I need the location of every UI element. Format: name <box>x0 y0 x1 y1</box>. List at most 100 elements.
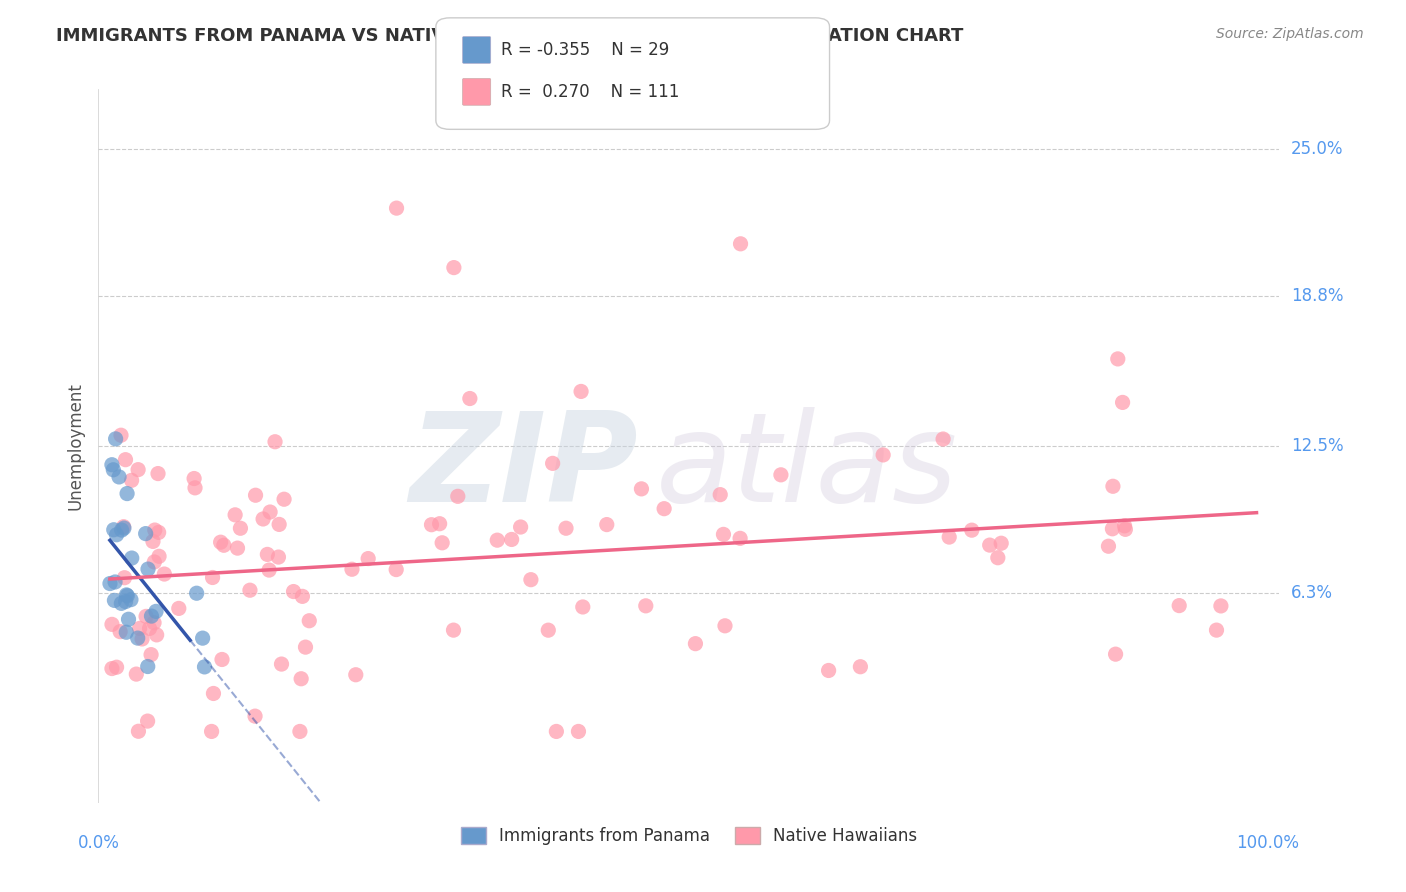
Text: 6.3%: 6.3% <box>1291 584 1333 602</box>
Native Hawaiians <box>167 601 190 615</box>
Immigrants from Panama <box>115 588 138 602</box>
Text: Source: ZipAtlas.com: Source: ZipAtlas.com <box>1216 27 1364 41</box>
Native Hawaiians <box>430 536 453 550</box>
Native Hawaiians <box>135 609 157 624</box>
Native Hawaiians <box>447 489 470 503</box>
Native Hawaiians <box>243 709 266 723</box>
Native Hawaiians <box>110 428 132 442</box>
Native Hawaiians <box>486 533 509 548</box>
Native Hawaiians <box>229 521 252 535</box>
Native Hawaiians <box>127 463 149 477</box>
Native Hawaiians <box>429 516 451 531</box>
Text: atlas: atlas <box>657 407 957 528</box>
Native Hawaiians <box>938 530 960 544</box>
Native Hawaiians <box>537 623 560 637</box>
Native Hawaiians <box>1114 519 1136 533</box>
Native Hawaiians <box>145 628 167 642</box>
Native Hawaiians <box>201 570 224 584</box>
Immigrants from Panama <box>114 594 136 608</box>
Native Hawaiians <box>932 432 955 446</box>
Immigrants from Panama <box>108 470 131 484</box>
Native Hawaiians <box>252 512 274 526</box>
Native Hawaiians <box>294 640 316 654</box>
Native Hawaiians <box>139 648 162 662</box>
Immigrants from Panama <box>141 609 163 624</box>
Native Hawaiians <box>713 527 735 541</box>
Native Hawaiians <box>291 590 314 604</box>
Immigrants from Panama <box>136 562 159 576</box>
Native Hawaiians <box>817 664 839 678</box>
Native Hawaiians <box>546 724 568 739</box>
Native Hawaiians <box>709 488 731 502</box>
Immigrants from Panama <box>115 486 138 500</box>
Native Hawaiians <box>267 550 290 565</box>
Native Hawaiians <box>290 672 312 686</box>
Native Hawaiians <box>714 619 737 633</box>
Immigrants from Panama <box>186 586 208 600</box>
Text: 100.0%: 100.0% <box>1236 834 1299 852</box>
Native Hawaiians <box>569 384 592 399</box>
Y-axis label: Unemployment: Unemployment <box>66 382 84 510</box>
Native Hawaiians <box>298 614 321 628</box>
Native Hawaiians <box>1168 599 1191 613</box>
Native Hawaiians <box>143 523 166 537</box>
Text: 18.8%: 18.8% <box>1291 287 1343 305</box>
Native Hawaiians <box>270 657 292 671</box>
Native Hawaiians <box>728 532 751 546</box>
Text: 25.0%: 25.0% <box>1291 140 1343 158</box>
Immigrants from Panama <box>103 463 125 477</box>
Native Hawaiians <box>283 584 305 599</box>
Immigrants from Panama <box>120 592 142 607</box>
Immigrants from Panama <box>135 526 157 541</box>
Native Hawaiians <box>1101 522 1123 536</box>
Native Hawaiians <box>1111 395 1133 409</box>
Native Hawaiians <box>769 467 792 482</box>
Native Hawaiians <box>121 473 143 487</box>
Native Hawaiians <box>105 660 128 674</box>
Native Hawaiians <box>420 517 443 532</box>
Native Hawaiians <box>256 548 278 562</box>
Native Hawaiians <box>987 550 1010 565</box>
Native Hawaiians <box>458 392 481 406</box>
Native Hawaiians <box>131 632 153 646</box>
Native Hawaiians <box>264 434 287 449</box>
Native Hawaiians <box>288 724 311 739</box>
Native Hawaiians <box>979 538 1001 552</box>
Native Hawaiians <box>685 637 707 651</box>
Immigrants from Panama <box>104 432 127 446</box>
Native Hawaiians <box>114 571 136 585</box>
Immigrants from Panama <box>111 523 134 537</box>
Immigrants from Panama <box>103 523 125 537</box>
Immigrants from Panama <box>105 527 128 541</box>
Native Hawaiians <box>596 517 619 532</box>
Native Hawaiians <box>108 624 131 639</box>
Native Hawaiians <box>200 724 222 739</box>
Native Hawaiians <box>1205 623 1227 637</box>
Native Hawaiians <box>112 519 135 533</box>
Immigrants from Panama <box>98 576 121 591</box>
Text: 0.0%: 0.0% <box>77 834 120 852</box>
Native Hawaiians <box>212 538 235 552</box>
Native Hawaiians <box>385 563 408 577</box>
Immigrants from Panama <box>115 625 138 640</box>
Native Hawaiians <box>183 471 205 485</box>
Native Hawaiians <box>273 492 295 507</box>
Native Hawaiians <box>872 448 894 462</box>
Immigrants from Panama <box>191 631 214 645</box>
Native Hawaiians <box>1097 539 1119 553</box>
Native Hawaiians <box>143 555 166 569</box>
Native Hawaiians <box>555 521 578 535</box>
Legend: Immigrants from Panama, Native Hawaiians: Immigrants from Panama, Native Hawaiians <box>454 820 924 852</box>
Native Hawaiians <box>340 562 363 576</box>
Native Hawaiians <box>541 456 564 470</box>
Native Hawaiians <box>224 508 246 522</box>
Native Hawaiians <box>184 481 207 495</box>
Native Hawaiians <box>127 724 149 739</box>
Native Hawaiians <box>509 520 531 534</box>
Immigrants from Panama <box>104 574 127 589</box>
Native Hawaiians <box>202 686 225 700</box>
Immigrants from Panama <box>145 604 167 618</box>
Native Hawaiians <box>960 523 983 537</box>
Native Hawaiians <box>1209 599 1232 613</box>
Native Hawaiians <box>443 623 465 637</box>
